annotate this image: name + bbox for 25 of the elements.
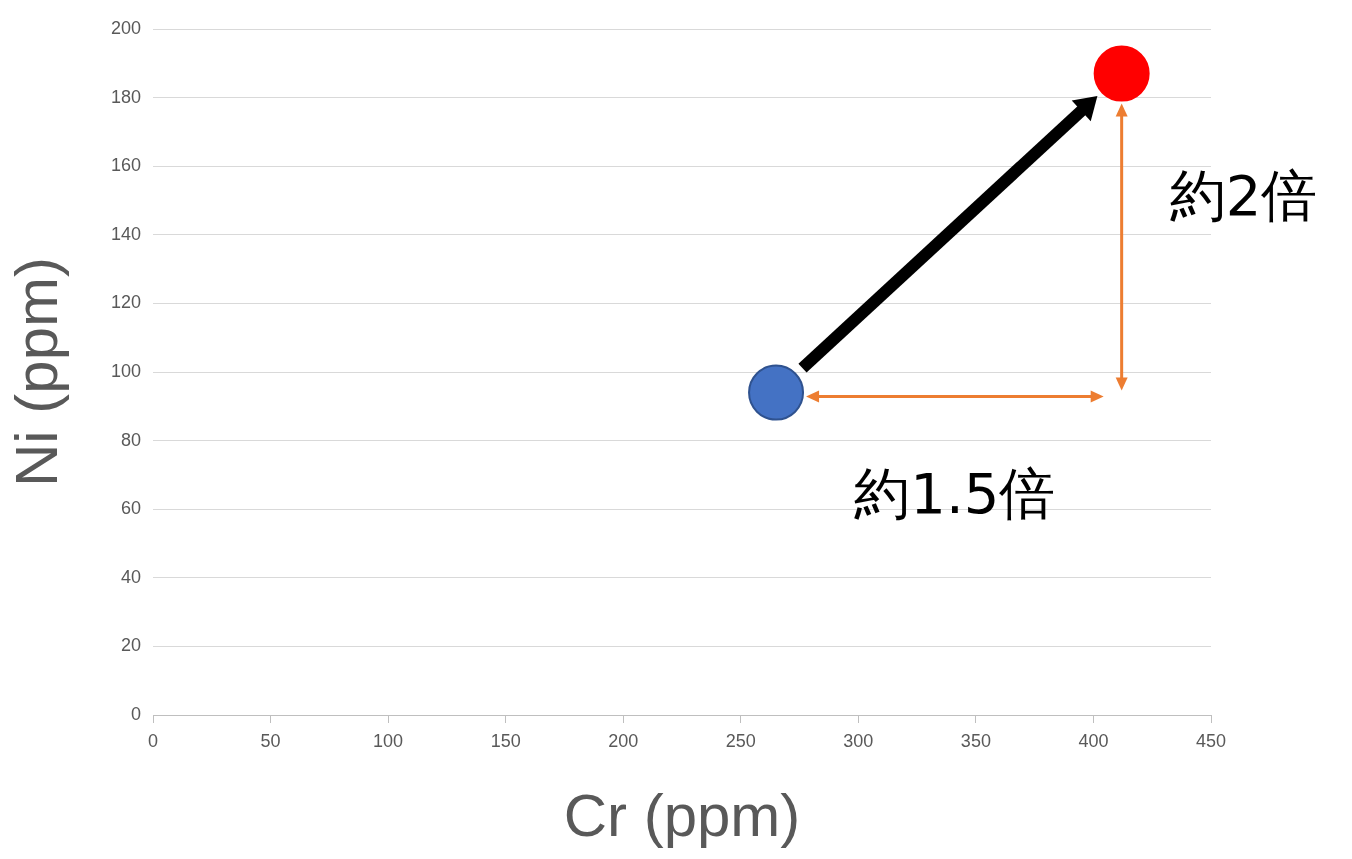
annotation: 約2倍 [1169,162,1318,231]
y-tick-label: 0 [130,703,141,724]
x-tick-label: 50 [260,730,281,751]
x-tick-label: 200 [608,730,639,751]
x-tick-label: 450 [1195,730,1227,751]
y-axis-title: Ni (ppm) [2,256,70,488]
x-tick-label: 300 [843,730,874,751]
x-tick-label: 400 [1078,730,1109,751]
y-tick-label: 160 [110,155,141,176]
x-axis-title: Cr (ppm) [563,781,801,849]
y-tick-label: 60 [120,498,141,519]
y-tick-label: 180 [110,86,141,107]
x-tick-label: 150 [490,730,521,751]
x-tick-label: 100 [373,730,404,751]
y-tick-label: 200 [110,17,141,38]
y-tick-label: 80 [120,429,141,450]
annotation: 約1.5倍 [854,459,1056,528]
x-tick-label: 250 [725,730,756,751]
y-tick-label: 40 [120,566,141,587]
y-tick-label: 100 [110,360,141,381]
y-tick-label: 120 [110,292,141,313]
y-tick-label: 20 [120,635,141,656]
x-tick-label: 350 [960,730,991,751]
x-tick-label: 0 [147,730,159,751]
y-tick-label: 140 [110,223,141,244]
